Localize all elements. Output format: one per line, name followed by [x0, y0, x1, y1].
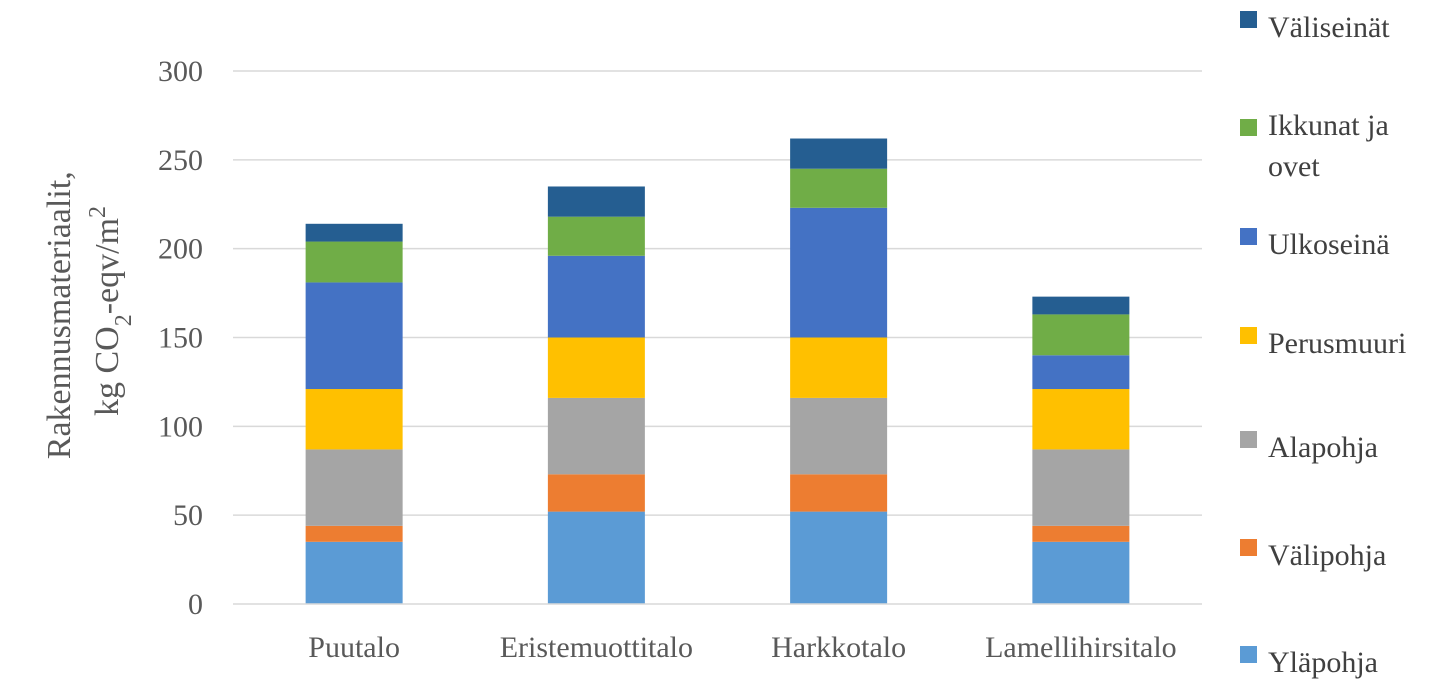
legend: Väliseinät Ikkunat ja ovet Ulkoseinä Perusmu… — [1240, 11, 1406, 679]
x-tick-label: Harkkotalo — [771, 631, 906, 664]
legend-label: Yläpohja — [1268, 646, 1378, 679]
y-axis-label-line1: Rakennusmateriaalit, — [41, 171, 78, 459]
y-tick-label: 0 — [188, 588, 203, 621]
y-axis-label: Rakennusmateriaalit, kg CO2-eqv/m2 — [41, 163, 137, 459]
bar-segment-ulkoseinä — [305, 282, 403, 390]
bar-segment-ulkoseinä — [790, 207, 888, 338]
bar-segment-ikkunat-ja-ovet — [547, 216, 645, 256]
legend-swatch — [1240, 431, 1257, 448]
bar-segment-perusmuuri — [305, 389, 403, 450]
y-tick-label: 300 — [158, 55, 203, 88]
legend-label: Ikkunat ja ovet — [1268, 109, 1389, 183]
y-tick-label: 200 — [158, 233, 203, 266]
bar-segment-ikkunat-ja-ovet — [305, 241, 403, 283]
bar-segment-perusmuuri — [790, 337, 888, 398]
bar-segment-välipohja — [790, 474, 888, 512]
bar-segment-perusmuuri — [1032, 389, 1130, 450]
legend-swatch — [1240, 119, 1257, 136]
bar-segment-alapohja — [1032, 449, 1130, 526]
bar-segment-ikkunat-ja-ovet — [790, 168, 888, 208]
y-tick-label: 250 — [158, 144, 203, 177]
bar-segment-yläpohja — [547, 511, 645, 604]
bar-segment-välipohja — [305, 525, 403, 542]
bar-segment-ikkunat-ja-ovet — [1032, 314, 1130, 356]
bar-segment-välipohja — [1032, 525, 1130, 542]
x-tick-label: Puutalo — [308, 631, 400, 664]
legend-label: Alapohja — [1268, 431, 1378, 464]
x-tick-label: Eristemuottitalo — [500, 631, 693, 664]
bars — [305, 138, 1130, 604]
x-tick-label: Lamellihirsitalo — [985, 631, 1177, 664]
bar-segment-ulkoseinä — [547, 255, 645, 338]
axes: 0 50 100 150 200 250 300 Puutalo Eristemuottital… — [158, 55, 1202, 664]
bar-segment-väliseinät — [1032, 296, 1130, 315]
legend-label: Välipohja — [1268, 539, 1386, 572]
legend-label: Perusmuuri — [1268, 327, 1406, 360]
bar-segment-yläpohja — [305, 541, 403, 604]
bar-segment-ulkoseinä — [1032, 355, 1130, 390]
legend-swatch — [1240, 228, 1257, 245]
bar-segment-yläpohja — [1032, 541, 1130, 604]
legend-swatch — [1240, 327, 1257, 344]
bar-segment-väliseinät — [790, 138, 888, 169]
legend-swatch — [1240, 646, 1257, 663]
legend-label: Ulkoseinä — [1268, 228, 1390, 261]
bar-segment-yläpohja — [790, 511, 888, 604]
bar-segment-väliseinät — [305, 223, 403, 242]
bar-segment-väliseinät — [547, 186, 645, 217]
y-tick-label: 100 — [158, 410, 203, 443]
legend-swatch — [1240, 539, 1257, 556]
bar-segment-perusmuuri — [547, 337, 645, 398]
bar-segment-alapohja — [547, 397, 645, 475]
y-axis-label-line2: kg CO2-eqv/m2 — [85, 206, 137, 416]
y-tick-label: 150 — [158, 322, 203, 355]
y-tick-label: 50 — [173, 499, 203, 532]
legend-swatch — [1240, 11, 1257, 28]
bar-segment-alapohja — [790, 397, 888, 475]
legend-label: Väliseinät — [1268, 11, 1390, 44]
bar-segment-välipohja — [547, 474, 645, 512]
bar-segment-alapohja — [305, 449, 403, 526]
